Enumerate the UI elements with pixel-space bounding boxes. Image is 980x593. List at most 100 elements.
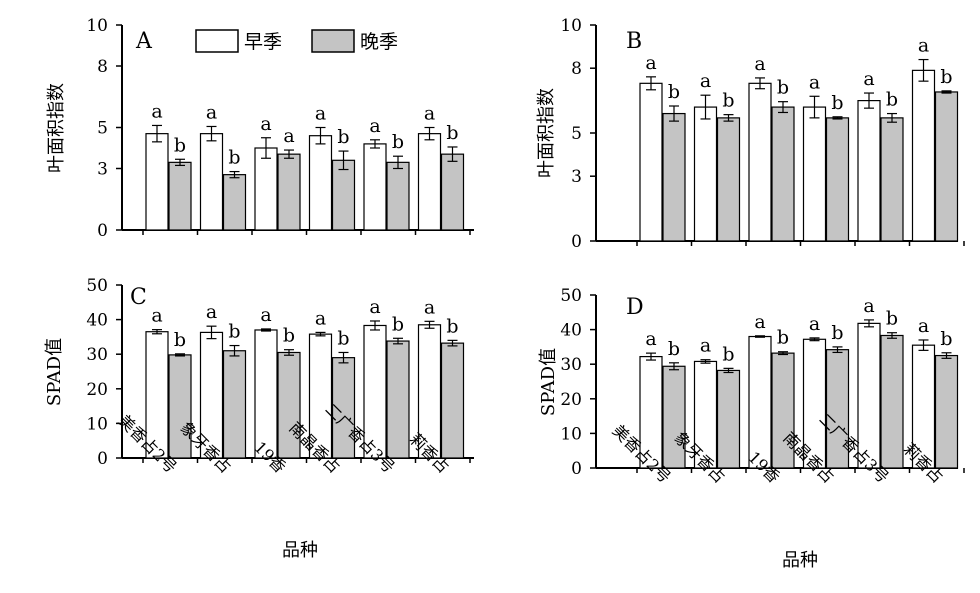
significance-label: b	[174, 329, 186, 351]
y-axis-title: SPAD值	[538, 348, 559, 416]
significance-label: a	[918, 315, 929, 337]
significance-label: b	[777, 327, 789, 349]
y-axis-title: 叶面积指数	[536, 88, 557, 178]
significance-label: b	[886, 89, 898, 111]
y-tick-label: 5	[571, 124, 582, 144]
significance-label: a	[369, 296, 380, 318]
bar-late	[880, 334, 904, 469]
bar-late	[880, 117, 904, 242]
significance-label: b	[283, 325, 295, 347]
y-tick-label: 0	[571, 232, 582, 252]
significance-label: a	[700, 335, 711, 357]
bar-late	[716, 117, 741, 242]
bar-early	[857, 99, 881, 242]
significance-label: a	[206, 101, 217, 123]
y-tick-label: 3	[97, 160, 108, 180]
bar-late	[825, 117, 850, 242]
bar-late	[168, 161, 192, 231]
bar-late	[440, 153, 465, 231]
significance-label: a	[754, 53, 765, 75]
legend-label-early: 早季	[244, 31, 282, 53]
bar-early	[693, 106, 718, 242]
y-tick-label: 10	[560, 424, 582, 444]
bar-late	[331, 159, 356, 231]
significance-label: b	[668, 338, 680, 360]
bar-late	[662, 112, 686, 242]
significance-label: a	[700, 70, 711, 92]
bar-early	[639, 82, 663, 242]
bar-late	[440, 342, 465, 459]
significance-label: a	[315, 103, 326, 125]
x-axis-title: 品种	[282, 540, 318, 561]
y-axis-title: 叶面积指数	[46, 83, 67, 173]
panel-letter: D	[626, 295, 644, 320]
significance-label: b	[777, 77, 789, 99]
y-tick-label: 0	[97, 449, 108, 469]
bar-late	[386, 340, 410, 459]
significance-label: b	[446, 315, 458, 337]
legend-swatch-early	[195, 29, 239, 53]
panel-letter: B	[626, 29, 642, 54]
significance-label: b	[722, 90, 734, 112]
significance-label: a	[369, 115, 380, 137]
significance-label: b	[174, 134, 186, 156]
significance-label: b	[446, 122, 458, 144]
significance-label: a	[151, 100, 162, 122]
bar-late	[716, 369, 741, 469]
bar-late	[386, 161, 410, 231]
significance-label: a	[645, 328, 656, 350]
legend-label-late: 晚季	[360, 31, 398, 53]
y-tick-label: 40	[560, 321, 582, 341]
bar-late	[222, 174, 247, 231]
significance-label: b	[337, 126, 349, 148]
significance-label: a	[863, 295, 874, 317]
bar-late	[222, 350, 247, 459]
y-tick-label: 30	[86, 345, 108, 365]
significance-label: b	[668, 81, 680, 103]
y-tick-label: 30	[560, 355, 582, 375]
significance-label: b	[392, 313, 404, 335]
significance-label: b	[228, 321, 240, 343]
y-tick-label: 20	[560, 390, 582, 410]
y-tick-label: 8	[571, 59, 582, 79]
significance-label: a	[260, 304, 271, 326]
bar-early	[363, 143, 387, 231]
bar-early	[308, 135, 333, 231]
significance-label: a	[809, 71, 820, 93]
bar-late	[771, 106, 795, 242]
bar-early	[911, 69, 936, 242]
panel-letter: C	[130, 285, 147, 310]
y-tick-label: 50	[560, 286, 582, 306]
bar-early	[254, 147, 278, 231]
bar-early	[748, 82, 772, 242]
bar-late	[277, 153, 301, 231]
significance-label: b	[831, 322, 843, 344]
legend-swatch-late	[311, 29, 355, 53]
bar-late	[934, 354, 959, 469]
significance-label: a	[424, 103, 435, 125]
y-tick-label: 5	[97, 119, 108, 139]
bar-late	[934, 91, 959, 242]
significance-label: a	[424, 296, 435, 318]
y-tick-label: 0	[97, 221, 108, 241]
y-tick-label: 8	[97, 57, 108, 77]
significance-label: b	[831, 92, 843, 114]
significance-label: b	[722, 343, 734, 365]
significance-label: a	[754, 311, 765, 333]
significance-label: b	[392, 131, 404, 153]
bar-early	[199, 133, 224, 231]
legend: 早季 晚季	[195, 29, 398, 53]
significance-label: b	[886, 308, 898, 330]
significance-label: a	[260, 113, 271, 135]
significance-label: a	[645, 52, 656, 74]
significance-label: a	[863, 68, 874, 90]
y-tick-label: 3	[571, 167, 582, 187]
significance-label: a	[809, 313, 820, 335]
significance-label: a	[283, 125, 294, 147]
significance-label: b	[228, 147, 240, 169]
y-axis-title: SPAD值	[44, 338, 65, 406]
significance-label: a	[315, 307, 326, 329]
